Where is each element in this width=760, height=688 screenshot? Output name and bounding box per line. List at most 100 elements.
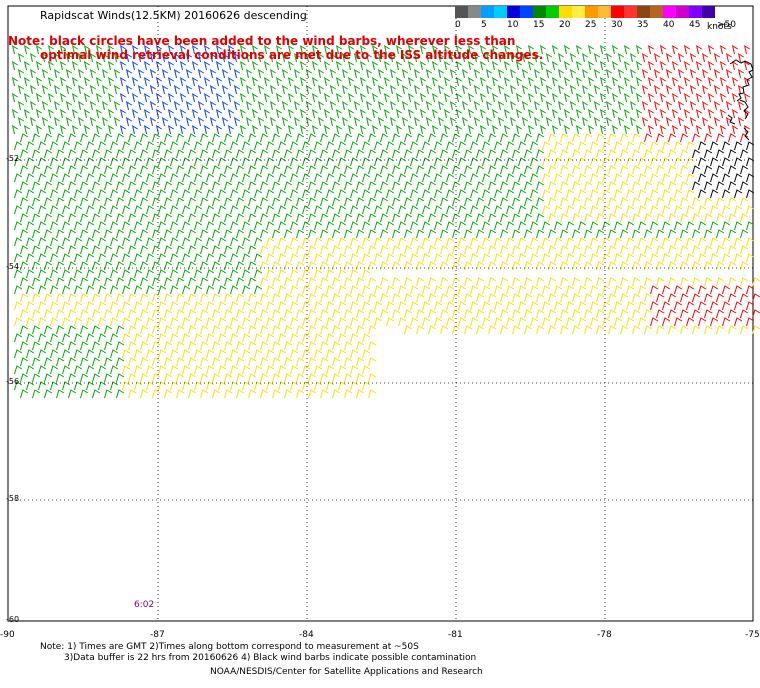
- wind-barb: [152, 245, 161, 255]
- wind-barb: [98, 381, 107, 391]
- wind-barb: [611, 76, 618, 87]
- wind-barb: [332, 245, 341, 255]
- wind-barb: [422, 301, 431, 311]
- wind-barb: [647, 108, 654, 119]
- wind-barb: [71, 108, 78, 119]
- wind-barb: [278, 381, 287, 391]
- wind-barb: [491, 60, 498, 71]
- wind-barb: [134, 333, 143, 343]
- wind-barb: [551, 92, 558, 103]
- wind-barb: [290, 317, 299, 327]
- wind-barb: [518, 173, 527, 183]
- wind-barb: [584, 293, 593, 303]
- wind-barb: [398, 237, 407, 247]
- wind-barb: [236, 213, 245, 223]
- wind-barb: [242, 221, 251, 231]
- wind-barb: [485, 52, 492, 63]
- wind-barb: [116, 165, 125, 175]
- wind-barb: [560, 245, 569, 255]
- wind-barb: [479, 124, 486, 135]
- wind-barb: [254, 381, 263, 391]
- wind-barb: [122, 205, 131, 215]
- wind-barb: [80, 197, 89, 207]
- wind-barb: [443, 92, 450, 103]
- wind-barb: [524, 133, 533, 143]
- wind-barb: [689, 84, 696, 95]
- wind-barb: [263, 76, 270, 87]
- wind-barb: [644, 133, 653, 143]
- wind-barb: [233, 100, 240, 111]
- wind-barb: [23, 76, 30, 87]
- wind-barb: [713, 116, 720, 127]
- wind-barb: [344, 229, 353, 239]
- wind-barb: [359, 108, 366, 119]
- wind-barb: [284, 293, 293, 303]
- wind-barb: [710, 253, 719, 263]
- wind-barb: [266, 285, 275, 295]
- wind-barb: [164, 261, 173, 271]
- wind-barb: [488, 325, 497, 335]
- wind-barb: [314, 301, 323, 311]
- wind-barb: [320, 229, 329, 239]
- wind-barb: [662, 237, 671, 247]
- wind-barb: [275, 44, 282, 55]
- wind-barb: [146, 205, 155, 215]
- wind-barb: [311, 92, 318, 103]
- wind-barb: [107, 92, 114, 103]
- wind-barb: [566, 173, 575, 183]
- wind-barb: [269, 84, 276, 95]
- wind-barb: [578, 253, 587, 263]
- wind-barb: [506, 205, 515, 215]
- wind-barb: [230, 381, 239, 391]
- wind-barb: [62, 301, 71, 311]
- wind-barb: [23, 60, 30, 71]
- wind-barb: [92, 261, 101, 271]
- wind-barb: [455, 76, 462, 87]
- wind-barb: [671, 76, 678, 87]
- wind-barb: [719, 124, 726, 135]
- wind-barb: [152, 325, 161, 335]
- wind-barb: [224, 261, 233, 271]
- wind-barb: [128, 389, 137, 399]
- wind-barb: [356, 245, 365, 255]
- wind-barb: [308, 149, 317, 159]
- wind-barb: [356, 341, 365, 351]
- wind-barb: [371, 76, 378, 87]
- wind-barb: [230, 205, 239, 215]
- wind-barb: [422, 205, 431, 215]
- wind-barb: [404, 197, 413, 207]
- wind-barb: [32, 181, 41, 191]
- legend-swatch: [663, 6, 676, 18]
- wind-barb: [386, 189, 395, 199]
- wind-barb: [110, 237, 119, 247]
- wind-barb: [353, 116, 360, 127]
- wind-barb: [575, 44, 582, 55]
- wind-barb: [26, 189, 35, 199]
- wind-barb: [707, 60, 714, 71]
- legend-swatch: [598, 6, 611, 18]
- wind-barb: [719, 92, 726, 103]
- wind-barb: [524, 325, 533, 335]
- wind-barb: [320, 325, 329, 335]
- wind-barb: [449, 68, 456, 79]
- wind-barb: [734, 253, 743, 263]
- wind-barb: [614, 253, 623, 263]
- wind-barb: [500, 261, 509, 271]
- wind-barb: [320, 357, 329, 367]
- wind-barb: [713, 84, 720, 95]
- wind-barb: [236, 325, 245, 335]
- wind-barb: [482, 173, 491, 183]
- wind-barb: [14, 189, 23, 199]
- wind-barb: [425, 68, 432, 79]
- wind-barb: [707, 124, 714, 135]
- wind-barb: [200, 213, 209, 223]
- wind-barb: [248, 341, 257, 351]
- legend-color-bar: [455, 6, 715, 18]
- wind-barb: [329, 68, 336, 79]
- wind-barb: [632, 261, 641, 271]
- wind-barb: [458, 301, 467, 311]
- wind-barb: [740, 213, 749, 223]
- wind-barb: [470, 205, 479, 215]
- wind-barb: [398, 253, 407, 263]
- wind-barb: [50, 189, 59, 199]
